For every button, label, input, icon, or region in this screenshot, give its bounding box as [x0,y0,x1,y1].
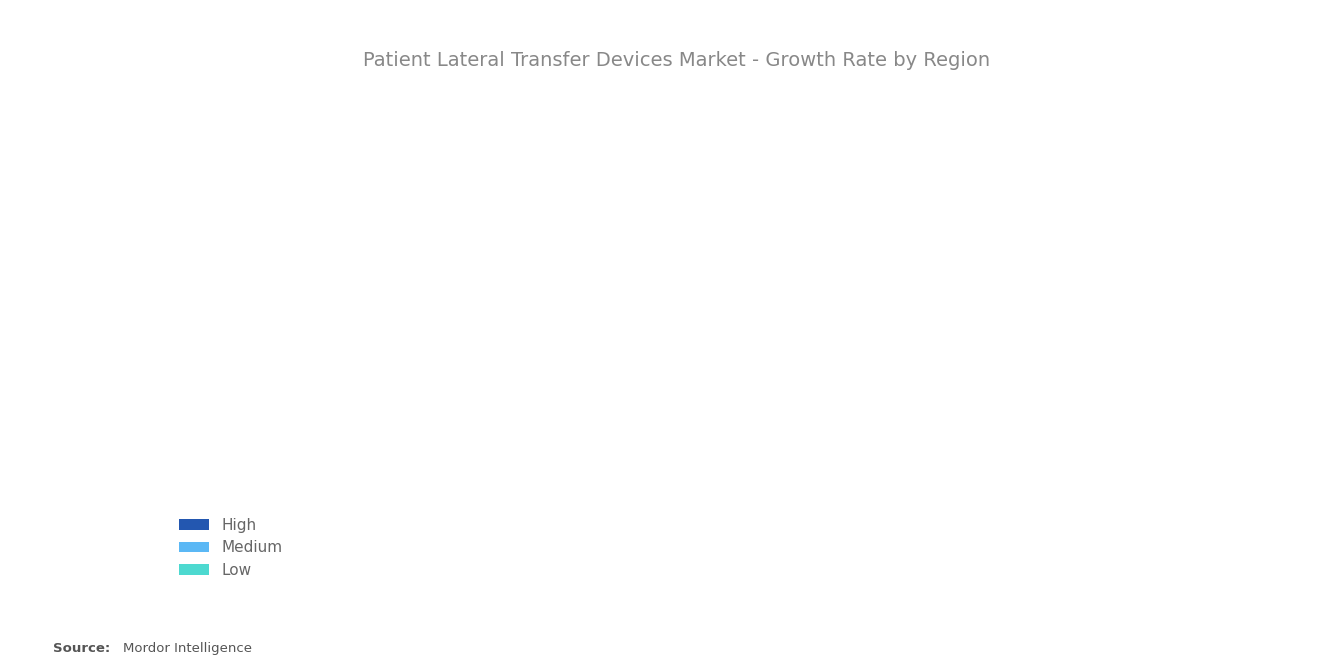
Text: Mordor Intelligence: Mordor Intelligence [123,642,252,655]
Title: Patient Lateral Transfer Devices Market - Growth Rate by Region: Patient Lateral Transfer Devices Market … [363,51,990,70]
Legend: High, Medium, Low: High, Medium, Low [173,511,289,585]
Text: Source:: Source: [53,642,110,655]
